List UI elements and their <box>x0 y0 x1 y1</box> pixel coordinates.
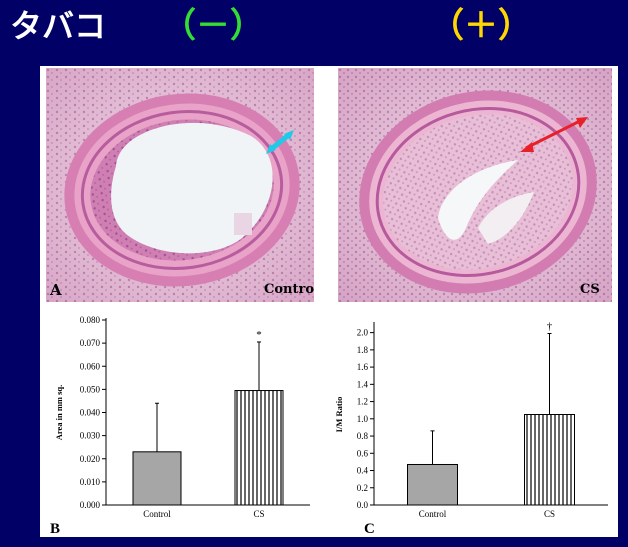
thickness-arrow-cs <box>525 118 583 150</box>
y-tick-label: 0.8 <box>357 431 369 441</box>
panel-caption-control: Control <box>264 282 314 297</box>
smoking-positive-label: （＋） <box>430 6 532 46</box>
y-tick-label: 0.010 <box>80 477 101 487</box>
chart-c: 0.0 0.2 0.4 0.6 0.8 1.0 1.2 1.4 1.6 1.8 2.0 I/M Rat… <box>330 312 618 537</box>
x-tick-label: CS <box>253 509 264 519</box>
thickness-arrow-control <box>268 132 292 152</box>
smoking-negative-label: （－） <box>162 6 264 46</box>
y-tick-label: 1.0 <box>357 414 369 424</box>
chart-svg-c: 0.0 0.2 0.4 0.6 0.8 1.0 1.2 1.4 1.6 1.8 2.0 I/M Rat… <box>334 320 608 537</box>
significance-marker: * <box>256 329 262 341</box>
bar-control <box>132 451 182 506</box>
artery-control-image <box>46 68 314 302</box>
y-tick-label: 1.4 <box>357 379 369 389</box>
y-tick-label: 0.030 <box>80 431 101 441</box>
panel-letter-b: B <box>50 521 60 537</box>
chart-b: 0.000 0.010 0.020 0.030 0.040 0.050 0.060 0.070… <box>40 312 326 537</box>
panel-caption-cs: CS <box>580 282 600 297</box>
x-tick-label: Control <box>419 509 447 519</box>
y-axis-label: Area in mm sq. <box>54 385 64 441</box>
y-tick-label: 0.020 <box>80 454 101 464</box>
y-tick-label: 0.2 <box>357 483 368 493</box>
y-tick-label: 0.070 <box>80 338 101 348</box>
micrograph-cs: CS <box>338 68 612 302</box>
y-tick-label: 0.080 <box>80 315 101 325</box>
y-tick-label: 1.8 <box>357 345 369 355</box>
y-tick-label: 0.000 <box>80 500 101 510</box>
bar-cs <box>234 390 284 506</box>
significance-marker: † <box>547 320 553 332</box>
y-tick-label: 0.6 <box>357 448 369 458</box>
bar-control <box>407 463 458 506</box>
panel-letter-a: A <box>50 281 62 299</box>
x-tick-label: Control <box>143 509 171 519</box>
slide-title: タバコ <box>10 7 107 45</box>
figure-panel: A Control <box>40 66 618 537</box>
chart-svg-b: 0.000 0.010 0.020 0.030 0.040 0.050 0.060 0.070… <box>50 315 310 537</box>
artery-cs-image <box>338 68 612 302</box>
y-tick-label: 0.0 <box>357 500 369 510</box>
micrograph-control: A Control <box>46 68 314 302</box>
y-tick-label: 1.6 <box>357 362 369 372</box>
y-tick-label: 0.4 <box>357 466 369 476</box>
y-tick-label: 0.060 <box>80 361 101 371</box>
bar-cs <box>524 414 575 506</box>
y-tick-label: 2.0 <box>357 328 369 338</box>
panel-letter-c: C <box>364 521 375 537</box>
y-axis-label: I/M Ratio <box>334 397 344 433</box>
y-tick-label: 0.040 <box>80 408 101 418</box>
y-tick-label: 1.2 <box>357 397 368 407</box>
y-tick-label: 0.050 <box>80 384 101 394</box>
x-tick-label: CS <box>544 509 555 519</box>
